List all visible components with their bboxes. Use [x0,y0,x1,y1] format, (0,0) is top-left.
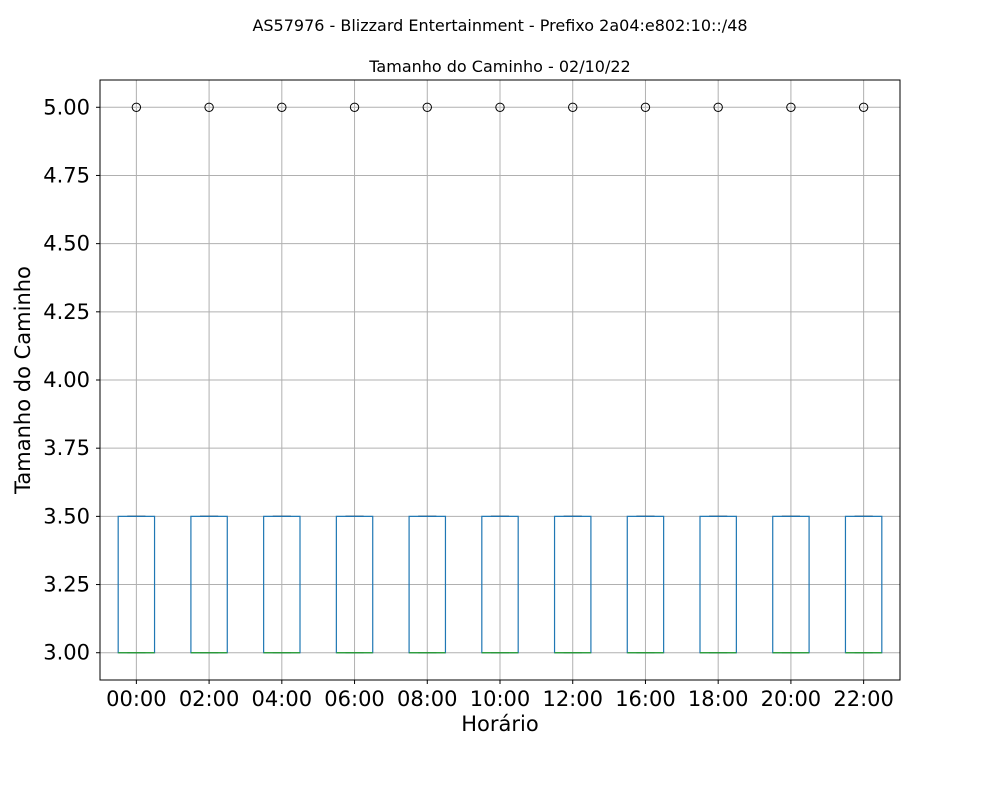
flier-point [204,102,214,112]
flier-point [277,102,287,112]
y-tick-label: 4.50 [43,232,90,256]
grid-layer [100,80,900,680]
chart-suptitle: AS57976 - Blizzard Entertainment - Prefi… [252,16,747,35]
x-axis-ticks: 00:00 02:00 04:00 06:00 08:00 10:00 12:00 16:00… [106,680,894,711]
flier-point [349,102,360,112]
x-tick-label: 06:00 [324,687,385,711]
y-tick-label: 3.50 [43,504,90,528]
box-group [408,102,447,654]
flier-point [713,102,723,112]
x-tick-label: 22:00 [833,687,894,711]
x-tick-label: 00:00 [106,687,167,711]
x-tick-label: 10:00 [470,687,531,711]
x-tick-label: 20:00 [761,687,822,711]
box-group [190,102,228,654]
x-axis-label: Horário [461,712,538,736]
flier-point [495,102,505,112]
box-group [263,102,301,654]
chart-title: Tamanho do Caminho - 02/10/22 [368,57,630,76]
x-tick-label: 04:00 [252,687,313,711]
box-group [844,102,883,654]
y-axis-label: Tamanho do Caminho [11,266,35,495]
y-tick-label: 4.25 [43,300,90,324]
y-tick-label: 3.25 [43,573,90,597]
flier-point [858,102,869,112]
box-group [335,102,374,654]
flier-point [568,102,578,112]
x-tick-label: 08:00 [397,687,458,711]
x-tick-label: 18:00 [688,687,749,711]
y-tick-label: 5.00 [43,95,90,119]
x-tick-label: 02:00 [179,687,240,711]
y-tick-label: 4.00 [43,368,90,392]
y-tick-label: 3.75 [43,436,90,460]
y-tick-label: 4.75 [43,163,90,187]
flier-point [786,102,796,112]
y-tick-label: 3.00 [43,641,90,665]
box-group [117,102,156,654]
flier-point [131,102,142,112]
box-group [772,102,810,654]
flier-point [640,102,651,112]
y-axis-ticks: 3.00 3.25 3.50 3.75 4.00 4.25 4.50 4.75 5.00 [43,95,100,665]
box-group [553,102,592,654]
flier-point [422,102,432,112]
box-layer [117,102,883,654]
box-group [699,102,737,654]
x-tick-label: 12:00 [542,687,603,711]
box-group [626,102,665,654]
x-tick-label: 16:00 [615,687,676,711]
box-group [481,102,519,654]
